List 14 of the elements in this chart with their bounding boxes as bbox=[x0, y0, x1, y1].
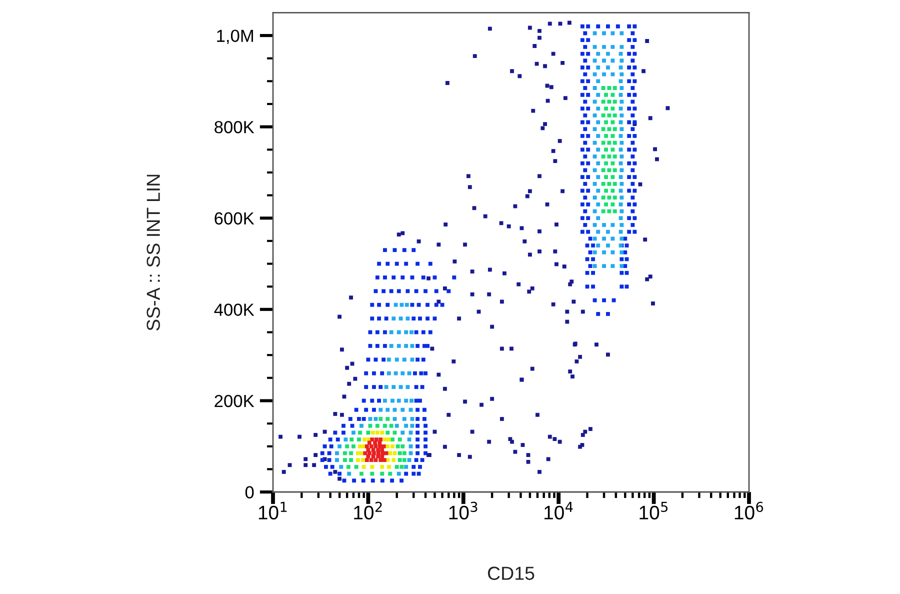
y-tick-label: 400K bbox=[214, 304, 254, 316]
x-tick-label: 10$^{2}$ bbox=[354, 502, 382, 520]
x-tick-label: 10$^{5}$ bbox=[640, 502, 668, 520]
y-tick-label: 1,0M bbox=[217, 30, 253, 44]
y-tick-label: 800K bbox=[214, 120, 254, 134]
y-tick-label: 200K bbox=[214, 394, 254, 408]
x-tick-label: 10$^{4}$ bbox=[544, 502, 573, 520]
y-tick-label: 0 bbox=[245, 486, 254, 498]
y-axis-title: SS-A :: SS INT LIN bbox=[146, 174, 160, 331]
x-tick-label: 10$^{3}$ bbox=[449, 502, 478, 520]
x-tick-label: 10$^{6}$ bbox=[734, 502, 764, 520]
y-tick-label: 600K bbox=[214, 212, 254, 225]
x-tick-label: 10$^{1}$ bbox=[258, 502, 287, 520]
x-axis-title: CD15 bbox=[488, 566, 534, 580]
